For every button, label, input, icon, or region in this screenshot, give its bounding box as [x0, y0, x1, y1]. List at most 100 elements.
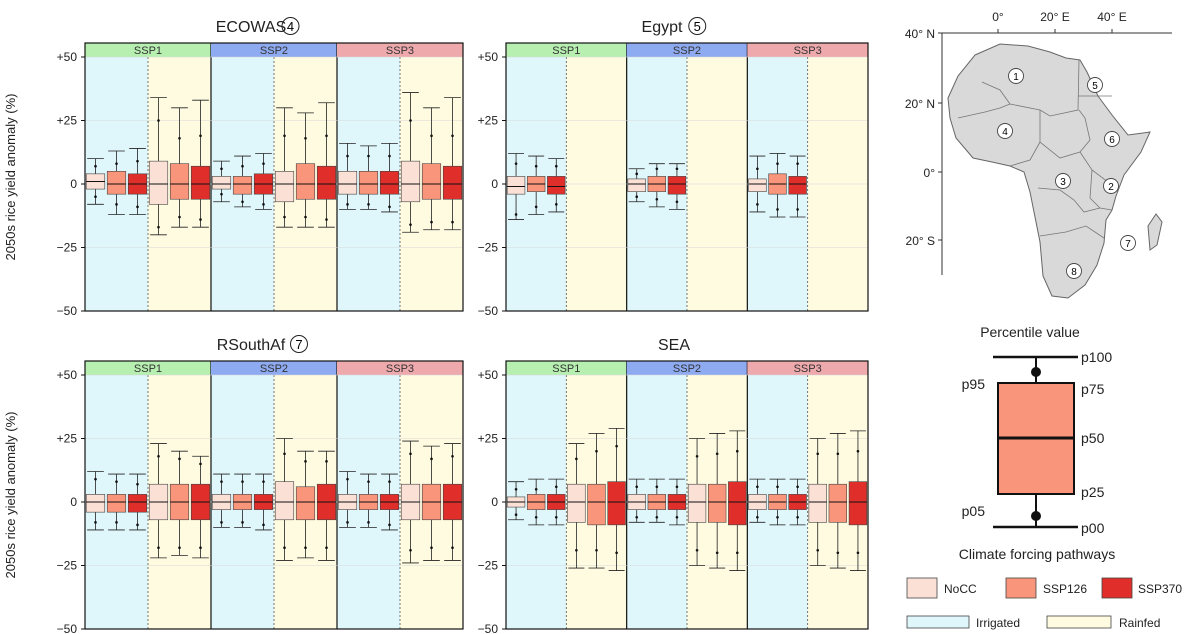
p05-point [94, 521, 97, 524]
map-lat-label-40n: 40° N [905, 27, 935, 41]
p05-point [367, 521, 370, 524]
legend-label-irrigated: Irrigated [976, 616, 1020, 630]
p95-point [534, 164, 538, 168]
box-irrigated-ssp126 [768, 478, 787, 526]
box-irrigated-ssp370 [379, 473, 400, 531]
box-iqr [85, 494, 106, 513]
box-irrigated-ssp370 [379, 142, 400, 213]
p05-point [595, 548, 598, 552]
legend-swatch-nocc [906, 577, 938, 599]
p95-point [816, 452, 820, 456]
p95-point [756, 167, 759, 171]
p05-point [796, 208, 799, 211]
p05-point [115, 521, 118, 524]
box-iqr [707, 483, 727, 523]
p05-point [796, 515, 799, 519]
ssp-header-label: SSP1 [552, 363, 580, 375]
p05-point [241, 521, 244, 524]
region-number-circle [688, 17, 707, 35]
box-irrigated-ssp126 [232, 155, 253, 208]
p05-point [675, 200, 679, 204]
p05-point [655, 515, 659, 519]
p95-point [514, 162, 518, 165]
box-irrigated-ssp126 [358, 145, 379, 210]
box-irrigated-ssp370 [788, 478, 807, 526]
p05-point [675, 515, 679, 519]
p95-point [220, 167, 223, 171]
box-iqr [274, 171, 295, 203]
y-tick-label: −25 [478, 559, 499, 573]
p05-point [325, 546, 328, 550]
p05-point [199, 218, 202, 221]
box-iqr [295, 163, 316, 200]
panel-frame [84, 360, 464, 630]
p05-point [304, 215, 307, 219]
box-irrigated-ssp370 [253, 153, 274, 210]
y-tick-label: 0 [491, 495, 498, 509]
region-number-circle [290, 335, 308, 353]
map-lat-label-20n: 20° N [905, 97, 935, 111]
p95-point [635, 485, 639, 489]
p95-point [115, 162, 118, 165]
box-rainfed-nocc [148, 443, 169, 559]
label-p100: p100 [1081, 349, 1112, 365]
label-p05: p05 [962, 503, 986, 519]
box-rainfed-ssp126 [295, 450, 316, 559]
map-region-markers: 1 2 3 4 5 6 7 8 [997, 68, 1136, 279]
legend-swatch-ssp126 [1005, 577, 1037, 599]
p05-point [514, 513, 518, 516]
p95-point [635, 172, 639, 176]
p05-point [836, 551, 840, 555]
ssp-header-label: SSP3 [794, 45, 822, 57]
p95-point [388, 480, 391, 483]
percentile-legend: Percentile value p100 p95 p75 p50 p25 p0… [962, 324, 1113, 536]
box-iqr [169, 163, 190, 200]
p05-point [695, 548, 699, 552]
box-rainfed-nocc [808, 438, 827, 566]
box-iqr [421, 163, 442, 200]
legend-label-rainfed: Rainfed [1119, 616, 1160, 630]
box-iqr [808, 483, 827, 523]
p95-point [136, 159, 139, 163]
y-tick-label: −50 [57, 304, 78, 318]
ssp-header-label: SSP1 [134, 363, 162, 375]
ssp-header-label: SSP2 [260, 363, 288, 375]
box-iqr [106, 171, 127, 195]
p05-point [283, 546, 286, 550]
box-irrigated-ssp370 [667, 478, 687, 526]
p05-point [136, 523, 139, 527]
box-irrigated-ssp370 [667, 163, 687, 210]
panel-title: ECOWAS [216, 19, 287, 36]
ssp-header [747, 361, 868, 375]
box-rainfed-ssp126 [828, 433, 848, 569]
panel-rsouthaf: SSP1 SSP2 SSP3 +50 +25 0 −25 −50 RSouthAf 7 2050s … [3, 335, 464, 634]
p95-point [136, 482, 139, 486]
p95-point [157, 454, 160, 458]
box-irrigated-nocc [627, 168, 646, 203]
y-tick-label: −50 [478, 304, 499, 318]
box-iqr [190, 165, 211, 200]
p95-point [856, 449, 860, 453]
p05-point [304, 546, 307, 550]
ssp-header-label: SSP3 [794, 363, 822, 375]
box-irrigated-ssp126 [232, 473, 253, 528]
ssp-header-label: SSP3 [386, 45, 414, 57]
p05-point [262, 203, 265, 206]
p05-point [534, 515, 538, 519]
y-tick-label: −50 [57, 622, 78, 634]
p95-point [836, 452, 840, 456]
box-iqr [506, 176, 526, 195]
p95-point [655, 167, 659, 171]
box-rainfed-ssp126 [587, 433, 606, 569]
p05-point [94, 195, 97, 198]
box-irrigated-nocc [748, 478, 767, 523]
ssp-header-label: SSP2 [673, 363, 701, 375]
p95-point [409, 119, 412, 122]
p95-point [304, 136, 307, 140]
label-p75: p75 [1081, 381, 1105, 397]
region-number: 7 [295, 337, 302, 352]
p05-point [430, 220, 433, 224]
box-rainfed-ssp370 [316, 102, 337, 228]
p05-point [346, 203, 349, 206]
y-tick-label: +25 [478, 432, 499, 446]
